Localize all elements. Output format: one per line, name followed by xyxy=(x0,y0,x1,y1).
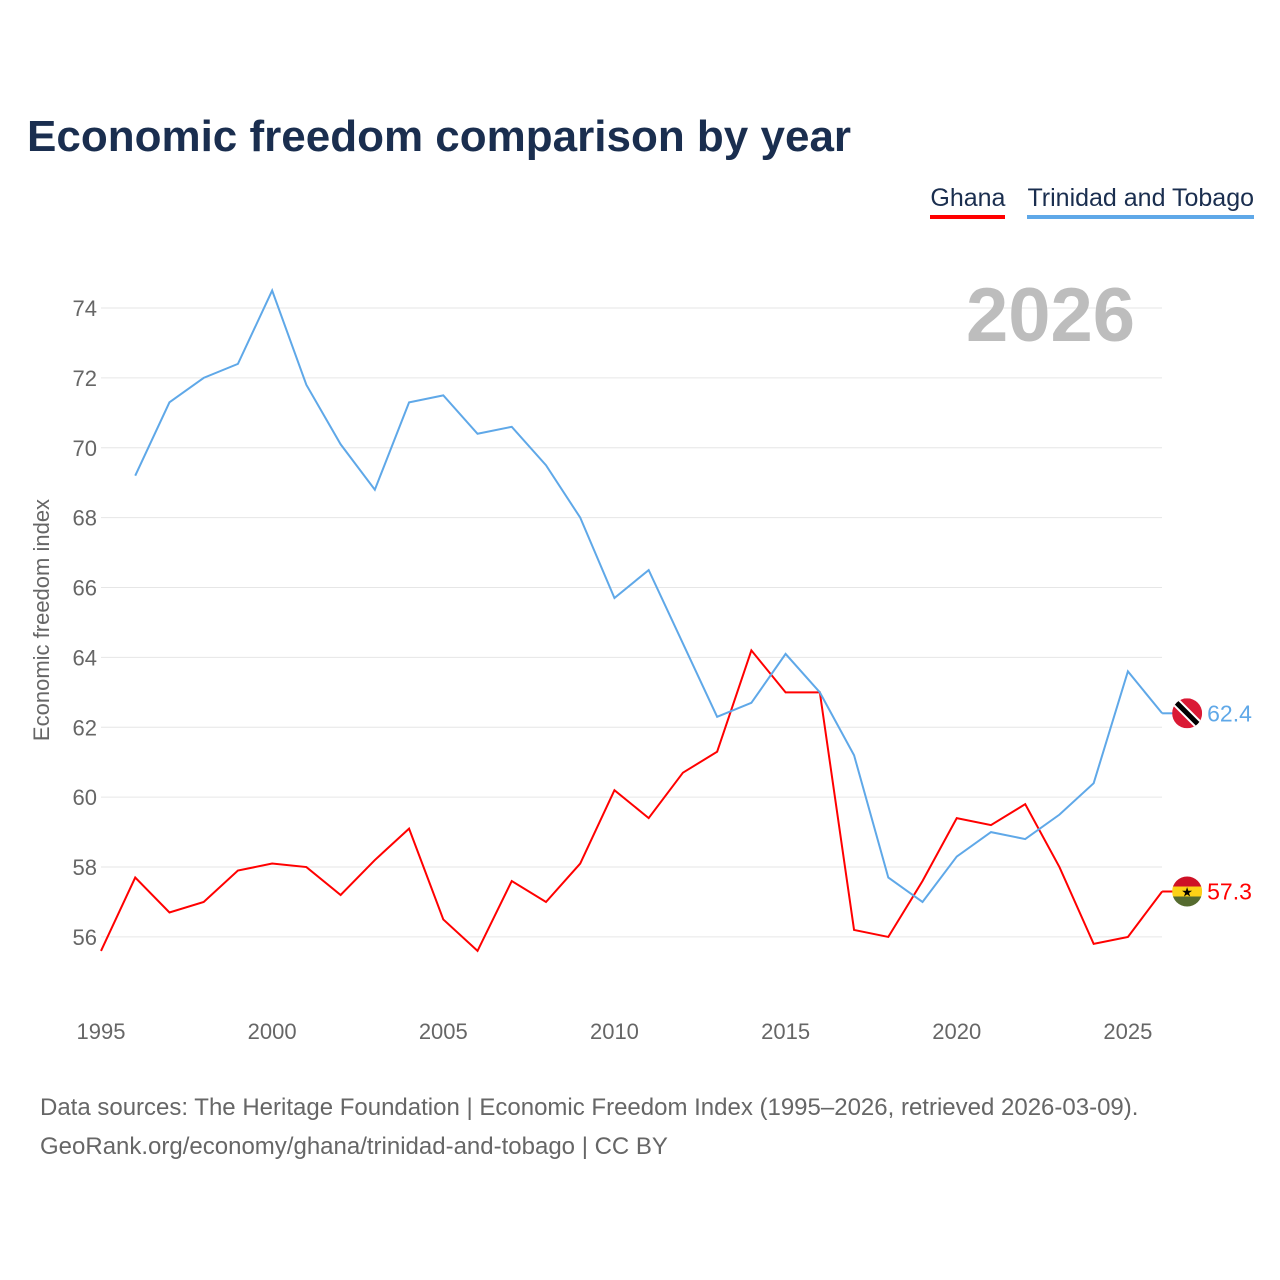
x-tick-label: 1995 xyxy=(77,1019,126,1044)
x-tick-label: 2020 xyxy=(932,1019,981,1044)
y-tick-label: 74 xyxy=(73,296,97,321)
end-value-label: 57.3 xyxy=(1207,878,1252,904)
series-line-trinidad xyxy=(134,287,1163,904)
x-tick-label: 2015 xyxy=(761,1019,810,1044)
source-line-2[interactable]: GeoRank.org/economy/ghana/trinidad-and-t… xyxy=(40,1133,668,1160)
legend-trinidad[interactable]: Trinidad and Tobago xyxy=(1027,184,1254,219)
chart-title: Economic freedom comparison by year xyxy=(27,112,852,161)
y-tick-label: 70 xyxy=(73,436,97,461)
y-tick-label: 56 xyxy=(73,925,97,950)
y-tick-label: 72 xyxy=(73,366,97,391)
trinidad-flag-icon xyxy=(1172,698,1203,729)
ghana-flag-icon: ★ xyxy=(1172,876,1203,907)
y-tick-label: 62 xyxy=(73,715,97,740)
current-year-label: 2026 xyxy=(966,273,1136,358)
svg-text:★: ★ xyxy=(1181,884,1193,899)
x-tick-label: 2000 xyxy=(248,1019,297,1044)
y-tick-label: 64 xyxy=(73,645,97,670)
y-tick-label: 58 xyxy=(73,855,97,880)
legend-ghana[interactable]: Ghana xyxy=(930,184,1006,219)
y-tick-label: 60 xyxy=(73,785,97,810)
y-tick-label: 66 xyxy=(73,576,97,601)
y-axis-label: Economic freedom index xyxy=(29,498,54,742)
x-tick-label: 2010 xyxy=(590,1019,639,1044)
series-line-ghana xyxy=(100,648,1163,953)
y-tick-label: 68 xyxy=(73,506,97,531)
legend: Ghana Trinidad and Tobago xyxy=(930,184,1254,219)
x-tick-label: 2025 xyxy=(1103,1019,1152,1044)
end-value-label: 62.4 xyxy=(1207,700,1252,726)
x-tick-label: 2005 xyxy=(419,1019,468,1044)
source-line-1: Data sources: The Heritage Foundation | … xyxy=(40,1094,1139,1121)
source-note: Data sources: The Heritage Foundation | … xyxy=(40,1088,1138,1166)
